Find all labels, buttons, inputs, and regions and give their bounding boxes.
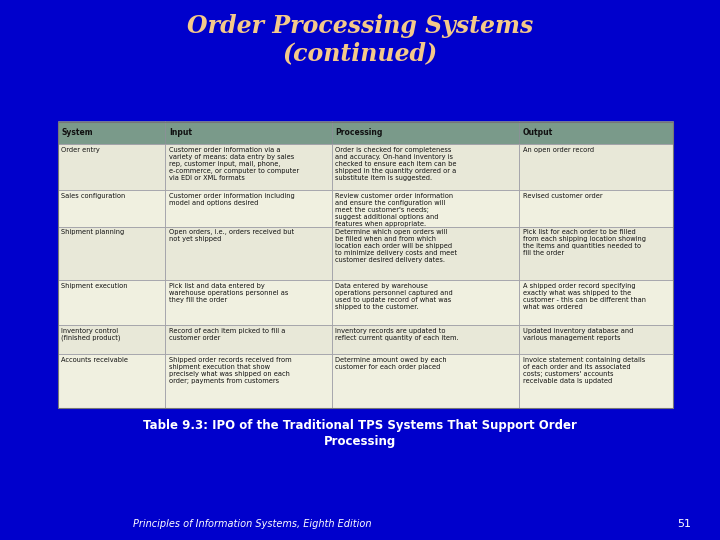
- Text: Input: Input: [169, 128, 192, 137]
- Bar: [331, 144, 519, 191]
- Text: Pick list for each order to be filled
from each shipping location showing
the it: Pick list for each order to be filled fr…: [523, 230, 646, 256]
- Text: Record of each item picked to fill a
customer order: Record of each item picked to fill a cus…: [169, 328, 285, 341]
- Text: Shipment planning: Shipment planning: [61, 230, 125, 235]
- Text: Order entry: Order entry: [61, 147, 100, 153]
- Bar: [166, 280, 331, 325]
- Bar: [519, 325, 673, 354]
- Text: A shipped order record specifying
exactly what was shipped to the
customer - thi: A shipped order record specifying exactl…: [523, 283, 646, 310]
- Text: Order Processing Systems
(continued): Order Processing Systems (continued): [187, 14, 533, 65]
- Text: Table 9.3: IPO of the Traditional TPS Systems That Support Order
Processing: Table 9.3: IPO of the Traditional TPS Sy…: [143, 418, 577, 449]
- Bar: [58, 280, 166, 325]
- Bar: [331, 354, 519, 408]
- Bar: [331, 280, 519, 325]
- Text: Data entered by warehouse
operations personnel captured and
used to update recor: Data entered by warehouse operations per…: [335, 283, 453, 310]
- Text: Accounts receivable: Accounts receivable: [61, 357, 128, 363]
- Text: Shipped order records received from
shipment execution that show
precisely what : Shipped order records received from ship…: [169, 357, 292, 384]
- Text: Open orders, i.e., orders received but
not yet shipped: Open orders, i.e., orders received but n…: [169, 230, 294, 242]
- Bar: [519, 122, 673, 144]
- Text: Output: Output: [523, 128, 553, 137]
- Text: Processing: Processing: [335, 128, 382, 137]
- Bar: [166, 325, 331, 354]
- Text: Principles of Information Systems, Eighth Edition: Principles of Information Systems, Eight…: [132, 519, 372, 529]
- Text: Updated inventory database and
various management reports: Updated inventory database and various m…: [523, 328, 634, 341]
- Bar: [331, 122, 519, 144]
- Text: Sales configuration: Sales configuration: [61, 193, 125, 199]
- Bar: [58, 144, 166, 191]
- Text: Invoice statement containing details
of each order and its associated
costs; cus: Invoice statement containing details of …: [523, 357, 645, 384]
- Bar: [166, 122, 331, 144]
- Bar: [331, 191, 519, 227]
- Bar: [58, 122, 673, 408]
- Bar: [58, 325, 166, 354]
- Text: Customer order information via a
variety of means: data entry by sales
rep, cust: Customer order information via a variety…: [169, 147, 299, 180]
- Text: Revised customer order: Revised customer order: [523, 193, 603, 199]
- Bar: [166, 354, 331, 408]
- Bar: [58, 191, 166, 227]
- Text: System: System: [61, 128, 93, 137]
- Text: An open order record: An open order record: [523, 147, 594, 153]
- Bar: [166, 191, 331, 227]
- Text: Customer order information including
model and options desired: Customer order information including mod…: [169, 193, 294, 206]
- Text: Review customer order information
and ensure the configuration will
meet the cus: Review customer order information and en…: [335, 193, 454, 227]
- Bar: [166, 144, 331, 191]
- Text: Determine amount owed by each
customer for each order placed: Determine amount owed by each customer f…: [335, 357, 447, 370]
- Bar: [331, 325, 519, 354]
- Text: Shipment execution: Shipment execution: [61, 283, 127, 289]
- Text: 51: 51: [678, 519, 691, 529]
- Bar: [519, 144, 673, 191]
- Text: Order is checked for completeness
and accuracy. On-hand inventory is
checked to : Order is checked for completeness and ac…: [335, 147, 456, 180]
- Bar: [519, 191, 673, 227]
- Bar: [58, 122, 166, 144]
- Bar: [519, 227, 673, 280]
- Bar: [166, 227, 331, 280]
- Bar: [58, 354, 166, 408]
- Bar: [331, 227, 519, 280]
- Bar: [58, 227, 166, 280]
- Text: Determine which open orders will
be filled when and from which
location each ord: Determine which open orders will be fill…: [335, 230, 457, 264]
- Text: Inventory control
(finished product): Inventory control (finished product): [61, 328, 121, 341]
- Text: Pick list and data entered by
warehouse operations personnel as
they fill the or: Pick list and data entered by warehouse …: [169, 283, 288, 303]
- Text: Inventory records are updated to
reflect current quantity of each item.: Inventory records are updated to reflect…: [335, 328, 459, 341]
- Bar: [519, 354, 673, 408]
- Bar: [519, 280, 673, 325]
